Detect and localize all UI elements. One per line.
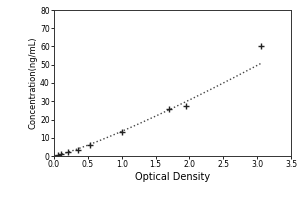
Y-axis label: Concentration(ng/mL): Concentration(ng/mL) xyxy=(28,37,37,129)
X-axis label: Optical Density: Optical Density xyxy=(135,172,210,182)
